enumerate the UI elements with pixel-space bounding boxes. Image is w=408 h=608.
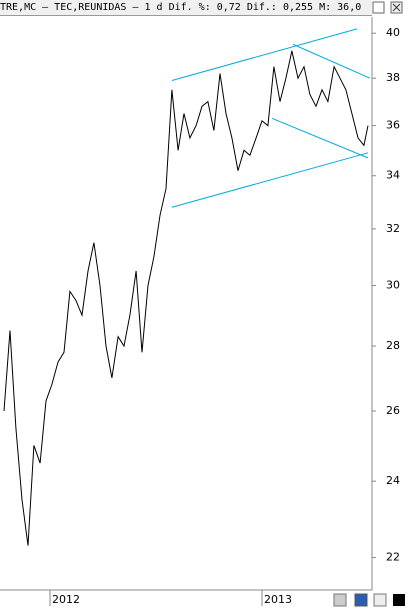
trend-line [171,152,369,208]
trend-line [171,28,358,81]
close-glyph [392,3,401,12]
y-tick-label: 36 [386,119,400,132]
y-tick-label: 30 [386,279,400,292]
y-tick-label: 40 [386,26,400,39]
trend-line [292,43,371,79]
y-tick-label: 28 [386,339,400,352]
y-tick-label: 32 [386,222,400,235]
price-line [3,50,369,546]
x-tick-label: 2012 [52,593,80,606]
trend-line [271,117,369,159]
y-tick-label: 22 [386,551,400,564]
y-tick-label: 38 [386,71,400,84]
x-tick-label: 2013 [264,593,292,606]
toolbar-icon[interactable] [333,593,347,607]
save-icon[interactable] [354,593,368,607]
y-tick-label: 34 [386,169,400,182]
checkbox-icon[interactable] [372,1,385,14]
color-icon[interactable] [393,594,405,606]
chart-title: TRE,MC – TEC,REUNIDAS – 1 d Dif. %: 0,72… [0,0,372,16]
y-tick-label: 26 [386,404,400,417]
y-tick-label: 24 [386,474,400,487]
pin-icon[interactable] [373,593,387,607]
